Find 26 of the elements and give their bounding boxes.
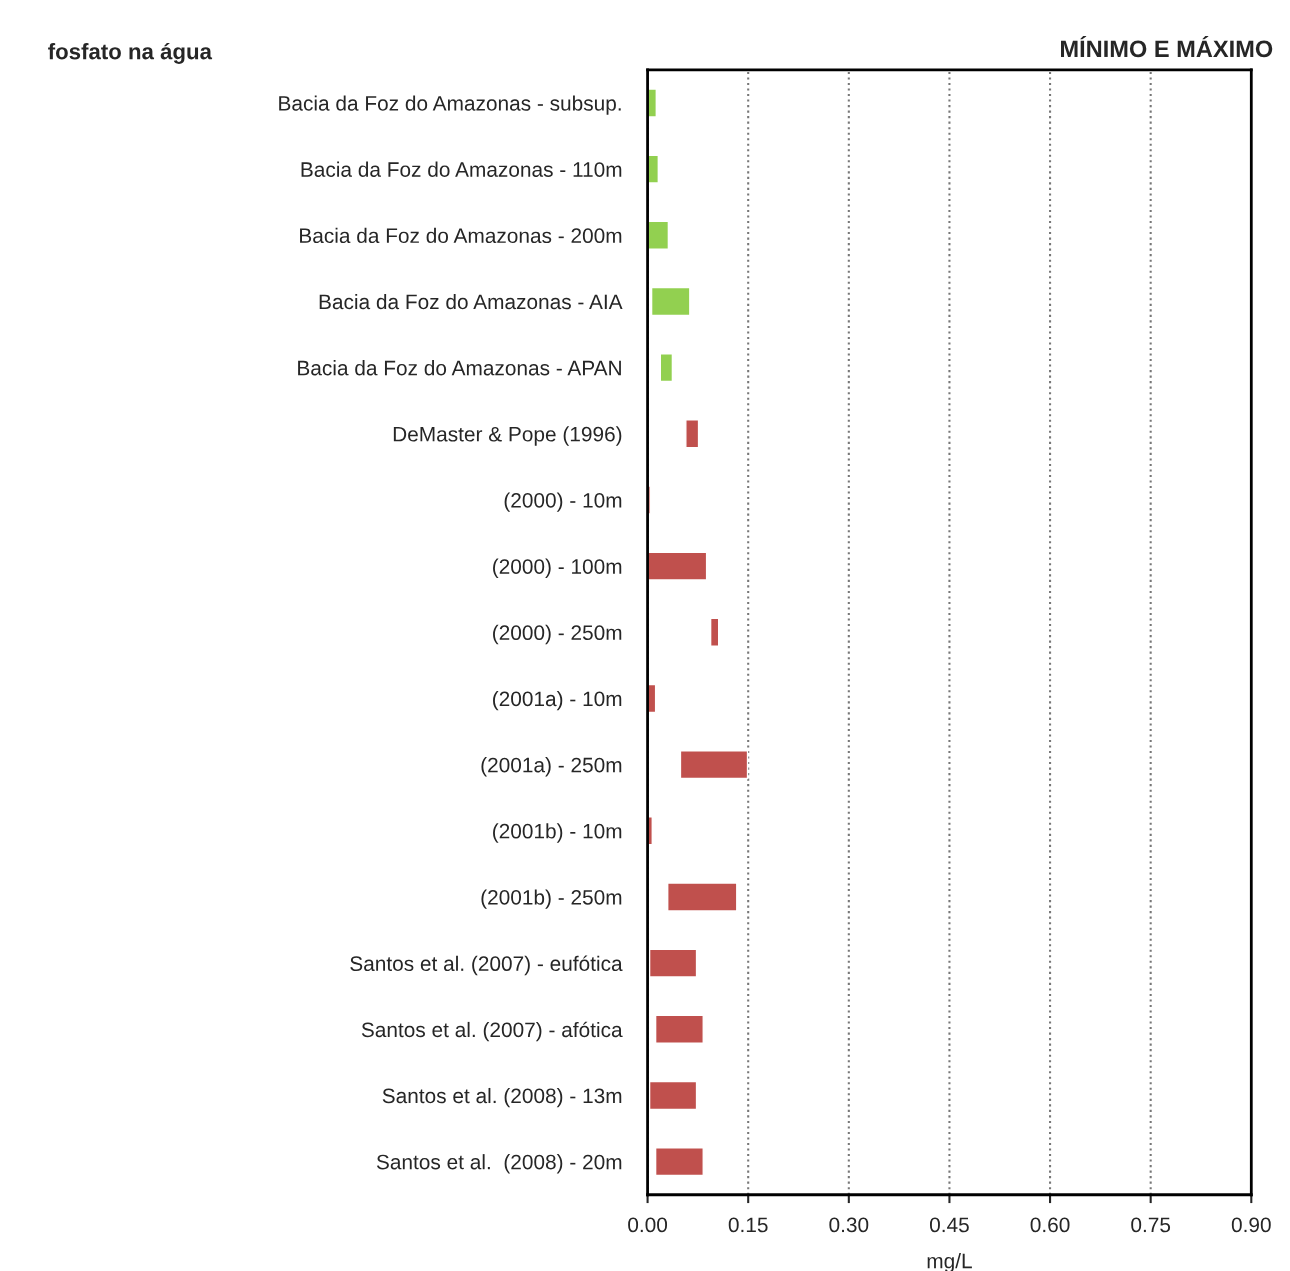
y-tick-label: Bacia da Foz do Amazonas - 200m — [300, 227, 622, 244]
x-tick-label: 0.00 — [628, 1217, 668, 1233]
y-tick-label: Santos et al. (2007) - afótica — [361, 1021, 623, 1042]
y-tick-label: Bacia da Foz do Amazonas - 110m — [301, 161, 622, 177]
y-tick-label: (2001b) - 250m — [481, 889, 622, 909]
x-tick-label: 0.90 — [1231, 1217, 1271, 1233]
chart-subtitle: MÍNIMO E MÁXIMO — [1061, 36, 1273, 58]
y-tick-label: (2001b) - 10m — [493, 823, 622, 843]
y-tick-label: Bacia da Foz do Amazonas - AIA — [319, 293, 623, 310]
y-tick-label: (2000) - 100m — [493, 558, 622, 579]
x-tick-label: 0.45 — [929, 1217, 969, 1233]
x-tick-label: 0.60 — [1030, 1217, 1070, 1233]
y-tick-label: (2001a) - 250m — [481, 757, 622, 777]
y-tick-label: Bacia da Foz do Amazonas - APAN — [298, 360, 621, 376]
x-tick-label: 0.75 — [1131, 1217, 1171, 1233]
y-tick-label: Santos et al. (2008) - 20m — [376, 1154, 622, 1174]
x-tick-label: 0.15 — [728, 1217, 768, 1233]
y-tick-label: Santos et al. (2008) - 13m — [382, 1087, 622, 1108]
y-tick-label: (2000) - 10m — [504, 492, 622, 512]
y-tick-label: (2001a) - 10m — [493, 690, 622, 711]
text: fosfato na água — [48, 42, 213, 64]
y-tick-label: Bacia da Foz do Amazonas - subsup. — [279, 95, 621, 115]
x-tick-label: 0.30 — [829, 1217, 869, 1233]
y-tick-label: DeMaster & Pope (1996) — [393, 426, 622, 446]
y-tick-label: (2000) - 250m — [493, 624, 622, 645]
y-tick-label: Santos et al. (2007) - eufótica — [350, 955, 623, 976]
